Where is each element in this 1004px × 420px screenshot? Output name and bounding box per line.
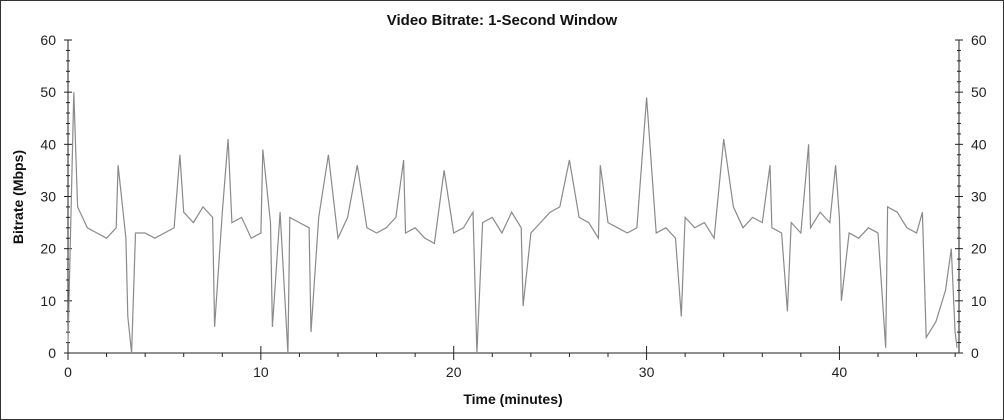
y-tick-label-right: 0: [971, 345, 979, 361]
y-tick-label-right: 20: [971, 241, 987, 257]
x-tick-label: 0: [64, 364, 72, 380]
x-tick-label: 40: [832, 364, 848, 380]
y-tick-label-right: 50: [971, 84, 987, 100]
y-tick-label-left: 10: [40, 293, 56, 309]
y-tick-label-left: 0: [48, 345, 56, 361]
y-axis-label: Bitrate (Mbps): [10, 150, 26, 244]
x-tick-label: 20: [446, 364, 462, 380]
y-tick-label-left: 50: [40, 84, 56, 100]
y-tick-label-right: 60: [971, 32, 987, 48]
y-tick-label-left: 60: [40, 32, 56, 48]
y-tick-label-right: 10: [971, 293, 987, 309]
x-tick-label: 10: [253, 364, 269, 380]
y-tick-label-right: 30: [971, 189, 987, 205]
x-axis-label: Time (minutes): [463, 391, 562, 407]
chart-title: Video Bitrate: 1-Second Window: [387, 12, 618, 29]
x-tick-label: 30: [639, 364, 655, 380]
bitrate-series-line: [67, 92, 958, 354]
y-tick-label-left: 30: [40, 189, 56, 205]
y-tick-label-left: 20: [40, 241, 56, 257]
y-tick-label-right: 40: [971, 136, 987, 152]
y-tick-label-left: 40: [40, 136, 56, 152]
